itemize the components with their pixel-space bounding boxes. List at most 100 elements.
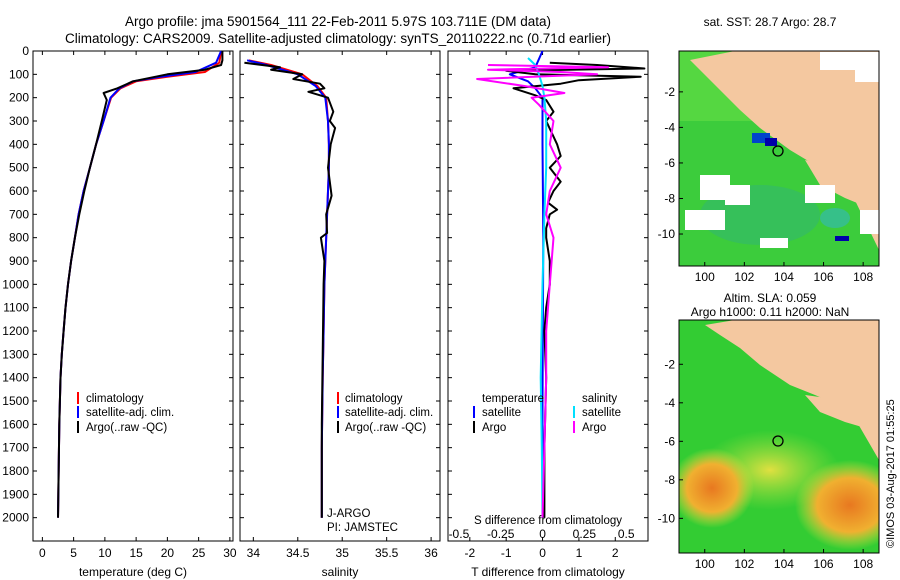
- salinity-xlabel: salinity: [322, 565, 359, 579]
- sla-map-field: [679, 320, 879, 553]
- sst-missing-patch: [820, 52, 879, 70]
- x-tick-label: 10: [98, 546, 112, 560]
- s-tick-label: -0.25: [487, 527, 515, 541]
- sla-x-axis: 100 102 104 106 108: [695, 549, 873, 571]
- map-y-tick-label: -2: [664, 357, 675, 371]
- y-tick-label: 1900: [2, 487, 29, 501]
- sst-missing-patch: [685, 210, 725, 230]
- y-tick-label: 1800: [2, 464, 29, 478]
- sla-high-anomaly-west: [679, 448, 754, 528]
- x-tick-label: 34.5: [286, 546, 310, 560]
- map-x-tick-label: 104: [774, 557, 794, 571]
- map-y-tick-label: -10: [658, 227, 676, 241]
- x-tick-label: 36: [424, 546, 438, 560]
- header-line1: Argo profile: jma 5901564_111 22-Feb-201…: [125, 14, 551, 29]
- legend-satellite-label: satellite-adj. clim.: [86, 407, 174, 419]
- difference-legend: temperature satellite Argo salinity sate…: [473, 393, 621, 434]
- map-x-tick-label: 102: [734, 270, 754, 284]
- sst-missing-patch: [760, 238, 788, 248]
- sla-y-axis: -2 -4 -6 -8 -10: [658, 357, 683, 525]
- y-tick-label: 900: [9, 254, 29, 268]
- sst-cool-patch-2: [820, 208, 850, 228]
- series-line-s-satellite: [527, 57, 548, 518]
- map-x-tick-label: 104: [774, 270, 794, 284]
- sst-sumatra-land: [690, 51, 879, 250]
- s-tick-label: 0.25: [573, 527, 597, 541]
- temperature-x-axis: 0 5 10 15 20 25 30: [39, 51, 237, 560]
- sst-cold-strait: [752, 133, 770, 143]
- sst-missing-patch: [860, 210, 879, 234]
- map-x-tick-label: 100: [695, 270, 715, 284]
- y-tick-label: 2000: [2, 511, 29, 525]
- y-tick-label: 200: [9, 91, 29, 105]
- x-tick-label: 20: [161, 546, 175, 560]
- y-tick-label: 1000: [2, 277, 29, 291]
- series-line-argo-raw-qc-: [57, 51, 224, 518]
- difference-x-axis: -2 -1 0 1 2: [464, 51, 619, 560]
- map-x-tick-label: 106: [814, 557, 834, 571]
- salinity-legend: climatology satellite-adj. clim. Argo(..…: [337, 392, 433, 434]
- legend-climatology-label: climatology: [345, 393, 403, 405]
- sla-sumatra-land: [705, 320, 879, 460]
- x-tick-label: 30: [223, 546, 237, 560]
- legend-temperature-title: temperature: [482, 393, 544, 405]
- x-tick-label: 0: [39, 546, 46, 560]
- map-y-tick-label: -4: [664, 396, 675, 410]
- x-tick-label: 35.5: [375, 546, 399, 560]
- sst-argo-position-marker: [772, 145, 784, 157]
- sla-map: Altim. SLA: 0.059 Argo h1000: 0.11 h2000…: [658, 291, 880, 571]
- map-x-tick-label: 102: [734, 557, 754, 571]
- x-tick-label: 34: [247, 546, 261, 560]
- y-tick-label: 300: [9, 114, 29, 128]
- y-tick-label: 600: [9, 184, 29, 198]
- sla-high-anomaly-east: [795, 460, 879, 550]
- sst-map-title: sat. SST: 28.7 Argo: 28.7: [704, 15, 837, 29]
- temperature-legend: climatology satellite-adj. clim. Argo(..…: [77, 392, 174, 434]
- sst-y-axis: -2 -4 -6 -8 -10: [658, 85, 683, 241]
- x-tick-label: -1: [501, 546, 512, 560]
- difference-series: [476, 50, 646, 518]
- map-x-tick-label: 108: [853, 270, 873, 284]
- x-tick-label: 1: [576, 546, 583, 560]
- legend-s-satellite-label: satellite: [582, 407, 621, 419]
- sst-cold-spot: [835, 236, 849, 241]
- y-tick-label: 1700: [2, 441, 29, 455]
- x-tick-label: 35: [336, 546, 350, 560]
- sst-cold-strait: [765, 138, 777, 146]
- sst-missing-patch: [805, 185, 835, 203]
- temperature-panel: 0100200300400500600700800900100011001200…: [2, 44, 237, 579]
- difference-xlabel-t: T difference from climatology: [471, 565, 625, 579]
- x-tick-label: 5: [70, 546, 77, 560]
- series-line-s-argo: [476, 64, 609, 518]
- map-y-tick-label: -8: [664, 191, 675, 205]
- difference-s-axis-labels: -0.5 -0.25 0 0.25 0.5: [449, 527, 635, 541]
- s-tick-label: -0.5: [449, 527, 470, 541]
- s-tick-label: 0.5: [618, 527, 635, 541]
- map-x-tick-label: 100: [695, 557, 715, 571]
- header-line2: Climatology: CARS2009. Satellite-adjuste…: [65, 31, 611, 46]
- y-tick-label: 1600: [2, 417, 29, 431]
- x-tick-label: 25: [192, 546, 206, 560]
- y-tick-label: 500: [9, 161, 29, 175]
- y-tick-label: 100: [9, 67, 29, 81]
- legend-t-satellite-label: satellite: [482, 407, 521, 419]
- sla-map-title1: Altim. SLA: 0.059: [724, 291, 817, 305]
- salinity-x-axis: 34 34.5 35 35.5 36: [247, 51, 438, 560]
- map-x-tick-label: 108: [853, 557, 873, 571]
- imos-credit: ©IMOS 03-Aug-2017 01:55:25: [885, 399, 897, 548]
- sst-java-land: [805, 160, 879, 212]
- salinity-panel: 34 34.5 35 35.5 36 salinity climatology sate…: [239, 50, 441, 579]
- sst-missing-patch: [725, 185, 750, 205]
- sla-java-land: [805, 395, 879, 432]
- x-tick-label: 2: [612, 546, 619, 560]
- sla-map-title2: Argo h1000: 0.11 h2000: NaN: [691, 305, 850, 319]
- x-tick-label: 0: [539, 546, 546, 560]
- y-tick-label: 700: [9, 207, 29, 221]
- salinity-y-ticks: [240, 50, 440, 519]
- y-tick-label: 400: [9, 137, 29, 151]
- legend-argo-label: Argo(..raw -QC): [86, 422, 167, 434]
- x-tick-label: -2: [464, 546, 475, 560]
- sst-missing-patch: [855, 70, 879, 82]
- difference-panel: -2 -1 0 1 2 S difference from climatology -0…: [447, 50, 649, 579]
